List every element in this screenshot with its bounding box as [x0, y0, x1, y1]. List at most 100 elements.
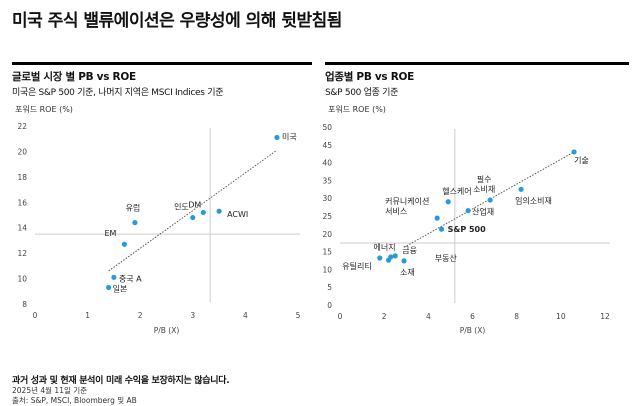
- y-tick-label: 15: [322, 248, 332, 257]
- data-point: [487, 197, 493, 203]
- data-label: 미국: [282, 132, 297, 141]
- data-point: [388, 254, 394, 260]
- x-axis-label: P/B (X): [154, 326, 180, 335]
- y-tick-label: 45: [322, 141, 332, 150]
- x-tick-label: 2: [138, 311, 143, 320]
- disclaimer: 과거 성과 및 현재 분석이 미래 수익을 보장하지는 않습니다.: [12, 376, 230, 386]
- data-label-line: 기술: [574, 155, 589, 165]
- data-label-line: EM: [104, 229, 116, 238]
- y-tick-label: 12: [17, 249, 27, 258]
- as-of-date: 2025년 4월 11일 기준: [12, 386, 88, 395]
- x-tick-label: 0: [338, 312, 343, 321]
- data-point: [111, 274, 117, 280]
- data-label-line: 서비스: [385, 207, 407, 216]
- data-label: 헬스케어: [442, 186, 471, 196]
- data-label: 임의소비재: [515, 195, 552, 205]
- data-label-line: 일본: [113, 284, 128, 293]
- y-tick-label: 20: [17, 147, 27, 156]
- y-tick-label: 18: [17, 173, 27, 182]
- data-point: [571, 149, 577, 155]
- source-note: 출처: S&P, MSCI, Bloomberg 및 AB: [12, 396, 137, 405]
- data-point: [434, 215, 440, 221]
- x-tick-label: 1: [85, 311, 90, 320]
- x-tick-label: 2: [382, 312, 387, 321]
- data-label-line: 에너지: [374, 242, 396, 252]
- x-tick-label: 4: [426, 312, 431, 321]
- x-axis-label: P/B (X): [460, 326, 486, 335]
- data-label-line: 인도: [174, 202, 189, 212]
- data-label-line: 커뮤니케이션: [385, 196, 429, 206]
- data-label: 부동산: [435, 253, 458, 263]
- y-tick-label: 8: [22, 300, 27, 309]
- data-point: [274, 134, 280, 141]
- data-label: 인도: [174, 202, 189, 212]
- y-tick-label: 50: [322, 123, 332, 132]
- data-point: [377, 255, 383, 261]
- scatter-chart-sector: 포워드 ROE (%) 0 5 10 15 20 25 30 35 40 45 50 0 2 4 6 8 10 12…: [322, 105, 610, 335]
- data-label-line: ACWI: [227, 210, 248, 219]
- y-tick-label: 0: [327, 301, 332, 310]
- chart-title: 업종별 PB vs ROE: [325, 71, 415, 83]
- data-label-line: 유럽: [126, 204, 141, 213]
- chart-subtitle: 미국은 S&P 500 기준, 나머지 지역은 MSCI Indices 기준: [12, 88, 224, 98]
- data-point: [121, 241, 128, 247]
- data-point: [216, 208, 222, 214]
- page-title: 미국 주식 밸류에이션은 우량성에 의해 뒷받침됨: [12, 11, 342, 31]
- x-tick-label: 4: [243, 311, 248, 320]
- data-label: 유틸리티: [342, 261, 371, 271]
- panel-rule: [325, 62, 629, 65]
- data-label-line: 소비재: [473, 185, 495, 194]
- data-label: 일본: [113, 284, 128, 293]
- data-label: ACWI: [227, 210, 248, 219]
- data-label: 중국 A: [119, 274, 142, 283]
- panel-rule: [12, 62, 312, 65]
- data-label: EM: [104, 229, 116, 238]
- data-label: 소재: [400, 268, 415, 277]
- x-tick-label: 6: [470, 312, 475, 321]
- data-label-line: 유틸리티: [342, 261, 371, 271]
- chart-subtitle: S&P 500 업종 기준: [325, 88, 399, 98]
- y-tick-label: 30: [322, 194, 332, 203]
- footer: 과거 성과 및 현재 분석이 미래 수익을 보장하지는 않습니다. 2025년 …: [12, 373, 230, 406]
- y-axis-label: 포워드 ROE (%): [15, 105, 73, 114]
- y-tick-label: 22: [17, 122, 27, 131]
- data-label: 금융: [402, 246, 417, 255]
- data-label-line: 중국 A: [119, 274, 142, 283]
- data-label: 기술: [574, 155, 589, 165]
- x-tick-label: 8: [514, 312, 519, 321]
- data-label-line: 금융: [402, 246, 417, 255]
- data-point: [438, 226, 445, 232]
- y-tick-label: 10: [17, 275, 27, 284]
- x-tick-label: 3: [190, 311, 195, 320]
- data-label: 필수 소비재: [473, 174, 495, 194]
- data-label: 산업재: [472, 207, 494, 217]
- data-label-line: S&P 500: [448, 225, 487, 234]
- data-label-line: 부동산: [435, 253, 458, 263]
- data-label-line: 미국: [282, 132, 297, 141]
- data-point: [401, 258, 407, 264]
- y-axis-label: 포워드 ROE (%): [328, 105, 386, 114]
- data-label-line: 필수: [477, 174, 492, 184]
- data-point: [518, 186, 524, 192]
- data-label-line: 산업재: [472, 207, 494, 217]
- data-label: S&P 500: [448, 225, 487, 234]
- chart-panel-global: 글로벌 시장 별 PB vs ROE 미국은 S&P 500 기준, 나머지 지…: [12, 62, 312, 98]
- data-label-line: 임의소비재: [515, 195, 552, 205]
- data-point: [106, 284, 112, 291]
- y-tick-label: 40: [322, 159, 332, 168]
- data-point: [132, 220, 138, 226]
- x-tick-label: 12: [600, 312, 610, 321]
- data-point: [392, 253, 398, 259]
- data-label: DM: [188, 200, 201, 209]
- data-label-line: DM: [188, 200, 201, 209]
- data-label: 커뮤니케이션 서비스: [385, 196, 429, 216]
- y-tick-label: 20: [322, 230, 332, 239]
- data-point: [465, 208, 471, 214]
- data-label: 유럽: [126, 204, 141, 213]
- y-tick-label: 25: [322, 212, 332, 221]
- data-label: 에너지: [374, 242, 396, 252]
- x-tick-label: 10: [556, 312, 566, 321]
- data-point: [445, 199, 451, 205]
- y-tick-label: 16: [17, 198, 27, 207]
